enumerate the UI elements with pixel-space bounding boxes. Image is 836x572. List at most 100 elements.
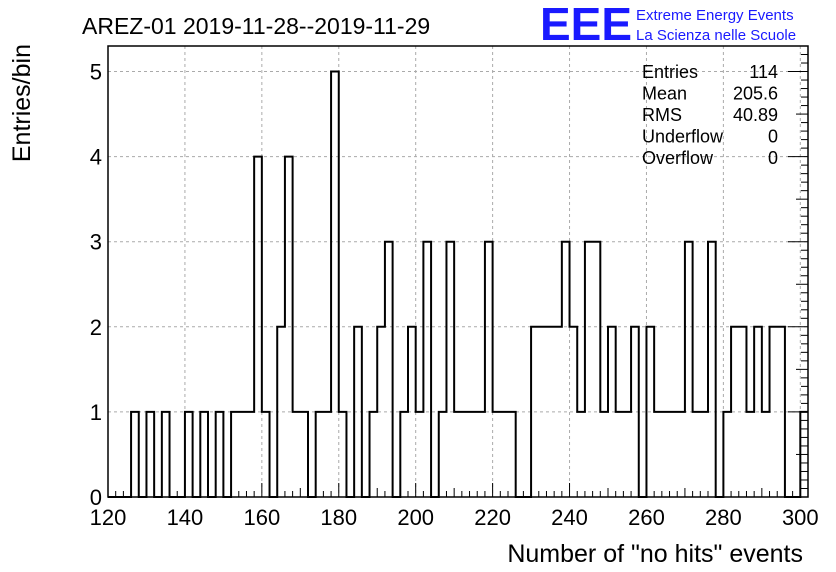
histogram-bin — [331, 72, 339, 497]
x-tick-label: 220 — [474, 505, 511, 530]
x-tick-label: 120 — [90, 505, 127, 530]
histogram-bin — [370, 412, 378, 497]
histogram-bin — [423, 242, 431, 497]
histogram-bin — [770, 327, 778, 497]
y-tick-label: 4 — [90, 145, 102, 170]
histogram-bin — [462, 412, 470, 497]
histogram-bin — [385, 242, 393, 497]
histogram-bin — [300, 412, 308, 497]
histogram-bin — [316, 412, 324, 497]
histogram-bin — [477, 412, 485, 497]
histogram-bin — [777, 327, 785, 497]
stats-value: 205.6 — [733, 84, 778, 104]
histogram-bin — [577, 412, 585, 497]
histogram-bin — [746, 412, 754, 497]
stats-value: 0 — [768, 148, 778, 168]
stats-value: 114 — [749, 62, 778, 82]
histogram-bin — [677, 412, 685, 497]
histogram-bin — [623, 412, 631, 497]
histogram-bin — [646, 327, 654, 497]
x-tick-labels: 120 140 160 180 200 220 240 260 280 300 — [90, 505, 819, 530]
histogram-bin — [377, 327, 385, 497]
histogram-bin — [731, 327, 739, 497]
eee-logo: EEE Extreme Energy Events La Scienza nel… — [540, 0, 796, 50]
histogram-bin — [585, 242, 593, 497]
histogram-bin — [531, 327, 539, 497]
x-tick-label: 140 — [167, 505, 204, 530]
histogram-bin — [631, 327, 639, 497]
y-tick-label: 2 — [90, 315, 102, 340]
histogram-bin — [246, 412, 254, 497]
histogram-bin — [416, 412, 424, 497]
chart-title: AREZ-01 2019-11-28--2019-11-29 — [82, 13, 430, 39]
y-tick-label: 3 — [90, 230, 102, 255]
x-tick-label: 160 — [243, 505, 280, 530]
stats-label: Overflow — [642, 148, 714, 168]
histogram-bin — [439, 412, 447, 497]
histogram-bin — [200, 412, 208, 497]
histogram-bin — [400, 412, 408, 497]
histogram-bin — [262, 412, 270, 497]
histogram-bin — [470, 412, 478, 497]
histogram-bin — [354, 327, 362, 497]
histogram-bin — [185, 412, 193, 497]
histogram-bin — [554, 327, 562, 497]
histogram-bin — [708, 242, 716, 497]
stats-label: Underflow — [642, 127, 724, 147]
histogram-bin — [493, 412, 501, 497]
histogram-bin — [500, 412, 508, 497]
stats-label: Mean — [642, 84, 687, 104]
axes — [107, 45, 809, 498]
histogram-bin — [508, 412, 516, 497]
histogram-bin — [562, 242, 570, 497]
histogram-bin — [216, 412, 224, 497]
stats-value: 40.89 — [733, 105, 778, 125]
histogram-bin — [570, 327, 578, 497]
plot-frame — [107, 45, 809, 498]
histogram-bin — [739, 327, 747, 497]
histogram-bin — [323, 412, 331, 497]
y-tick-labels: 0 1 2 3 4 5 — [90, 60, 102, 510]
histogram-bin — [685, 242, 693, 497]
histogram-bin — [662, 412, 670, 497]
histogram-bin — [700, 412, 708, 497]
histogram-bin — [616, 412, 624, 497]
x-tick-label: 180 — [320, 505, 357, 530]
histogram-bin — [693, 412, 701, 497]
x-tick-label: 300 — [782, 505, 819, 530]
histogram-bin — [131, 412, 139, 497]
histogram-bin — [593, 242, 601, 497]
histogram-bin — [146, 412, 154, 497]
y-tick-label: 1 — [90, 400, 102, 425]
histogram-bin — [162, 412, 170, 497]
histogram-bin — [723, 412, 731, 497]
histogram-bin — [754, 327, 762, 497]
histogram-bin — [285, 157, 293, 497]
histogram-bin — [762, 412, 770, 497]
x-tick-label: 280 — [705, 505, 742, 530]
histogram-bin — [485, 242, 493, 497]
histogram-bin — [546, 327, 554, 497]
y-tick-label: 5 — [90, 60, 102, 85]
x-tick-label: 260 — [628, 505, 665, 530]
logo-line2: La Scienza nelle Scuole — [636, 27, 796, 44]
grid-lines — [108, 46, 808, 497]
histogram-bin — [254, 157, 262, 497]
stats-box: Entries 114 Mean 205.6 RMS 40.89 Underflow 0 Ove… — [642, 62, 778, 168]
stats-value: 0 — [768, 127, 778, 147]
histogram-bin — [231, 412, 239, 497]
x-tick-label: 200 — [397, 505, 434, 530]
logo-line1: Extreme Energy Events — [636, 7, 794, 24]
y-axis-label: Entries/bin — [8, 44, 36, 162]
histogram-bin — [800, 412, 808, 497]
histogram-bin — [446, 242, 454, 497]
logo-mark: EEE — [540, 0, 632, 50]
histogram-bin — [454, 412, 462, 497]
histogram-bin — [600, 412, 608, 497]
histogram-bin — [239, 412, 247, 497]
histogram-bin — [293, 412, 301, 497]
x-tick-label: 240 — [551, 505, 588, 530]
y-tick-label: 0 — [90, 485, 102, 510]
histogram-bin — [670, 412, 678, 497]
